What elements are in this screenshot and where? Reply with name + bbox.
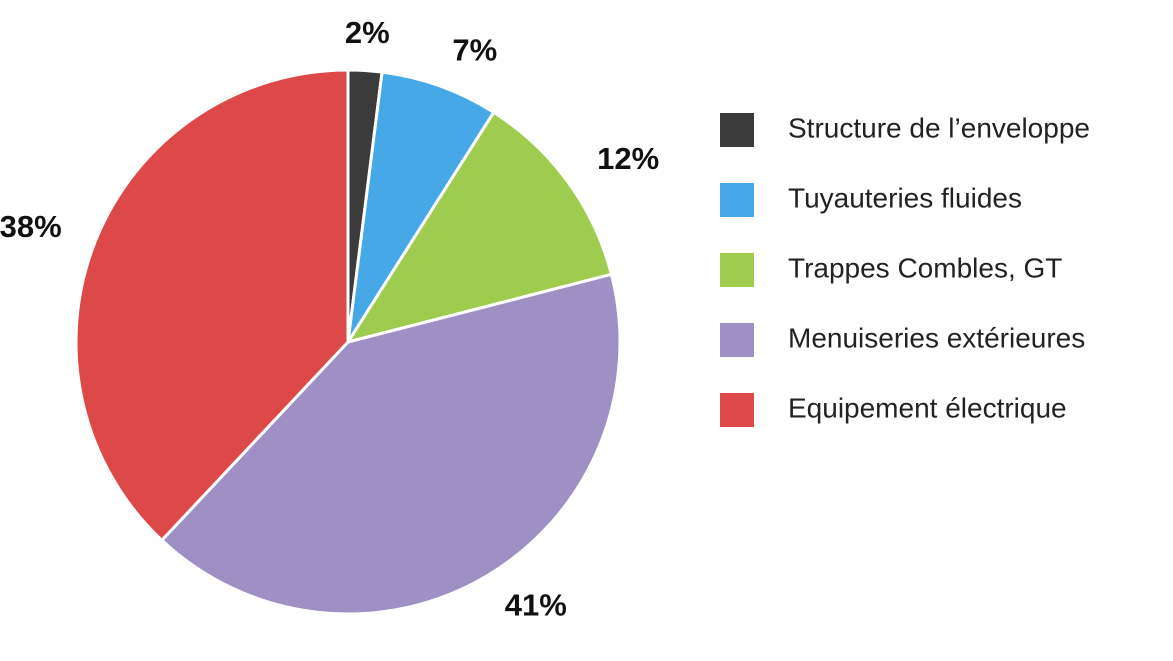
legend-swatch (720, 183, 754, 217)
legend-swatch (720, 113, 754, 147)
legend-label: Equipement électrique (788, 392, 1067, 423)
legend-label: Trappes Combles, GT (788, 252, 1062, 283)
legend-swatch (720, 253, 754, 287)
pie-slice (74, 68, 350, 543)
pie-slice (159, 272, 622, 616)
data-label: 7% (452, 32, 497, 67)
data-label: 2% (345, 15, 390, 50)
data-label: 12% (597, 141, 659, 176)
legend-swatch (720, 323, 754, 357)
pie-slice (344, 110, 614, 345)
legend-label: Tuyauteries fluides (788, 182, 1022, 213)
legend-swatch (720, 393, 754, 427)
legend-label: Menuiseries extérieures (788, 322, 1085, 353)
data-label: 41% (505, 587, 567, 622)
data-label: 38% (0, 209, 62, 244)
legend-label: Structure de l’enveloppe (788, 112, 1090, 143)
pie-slice (346, 70, 496, 343)
